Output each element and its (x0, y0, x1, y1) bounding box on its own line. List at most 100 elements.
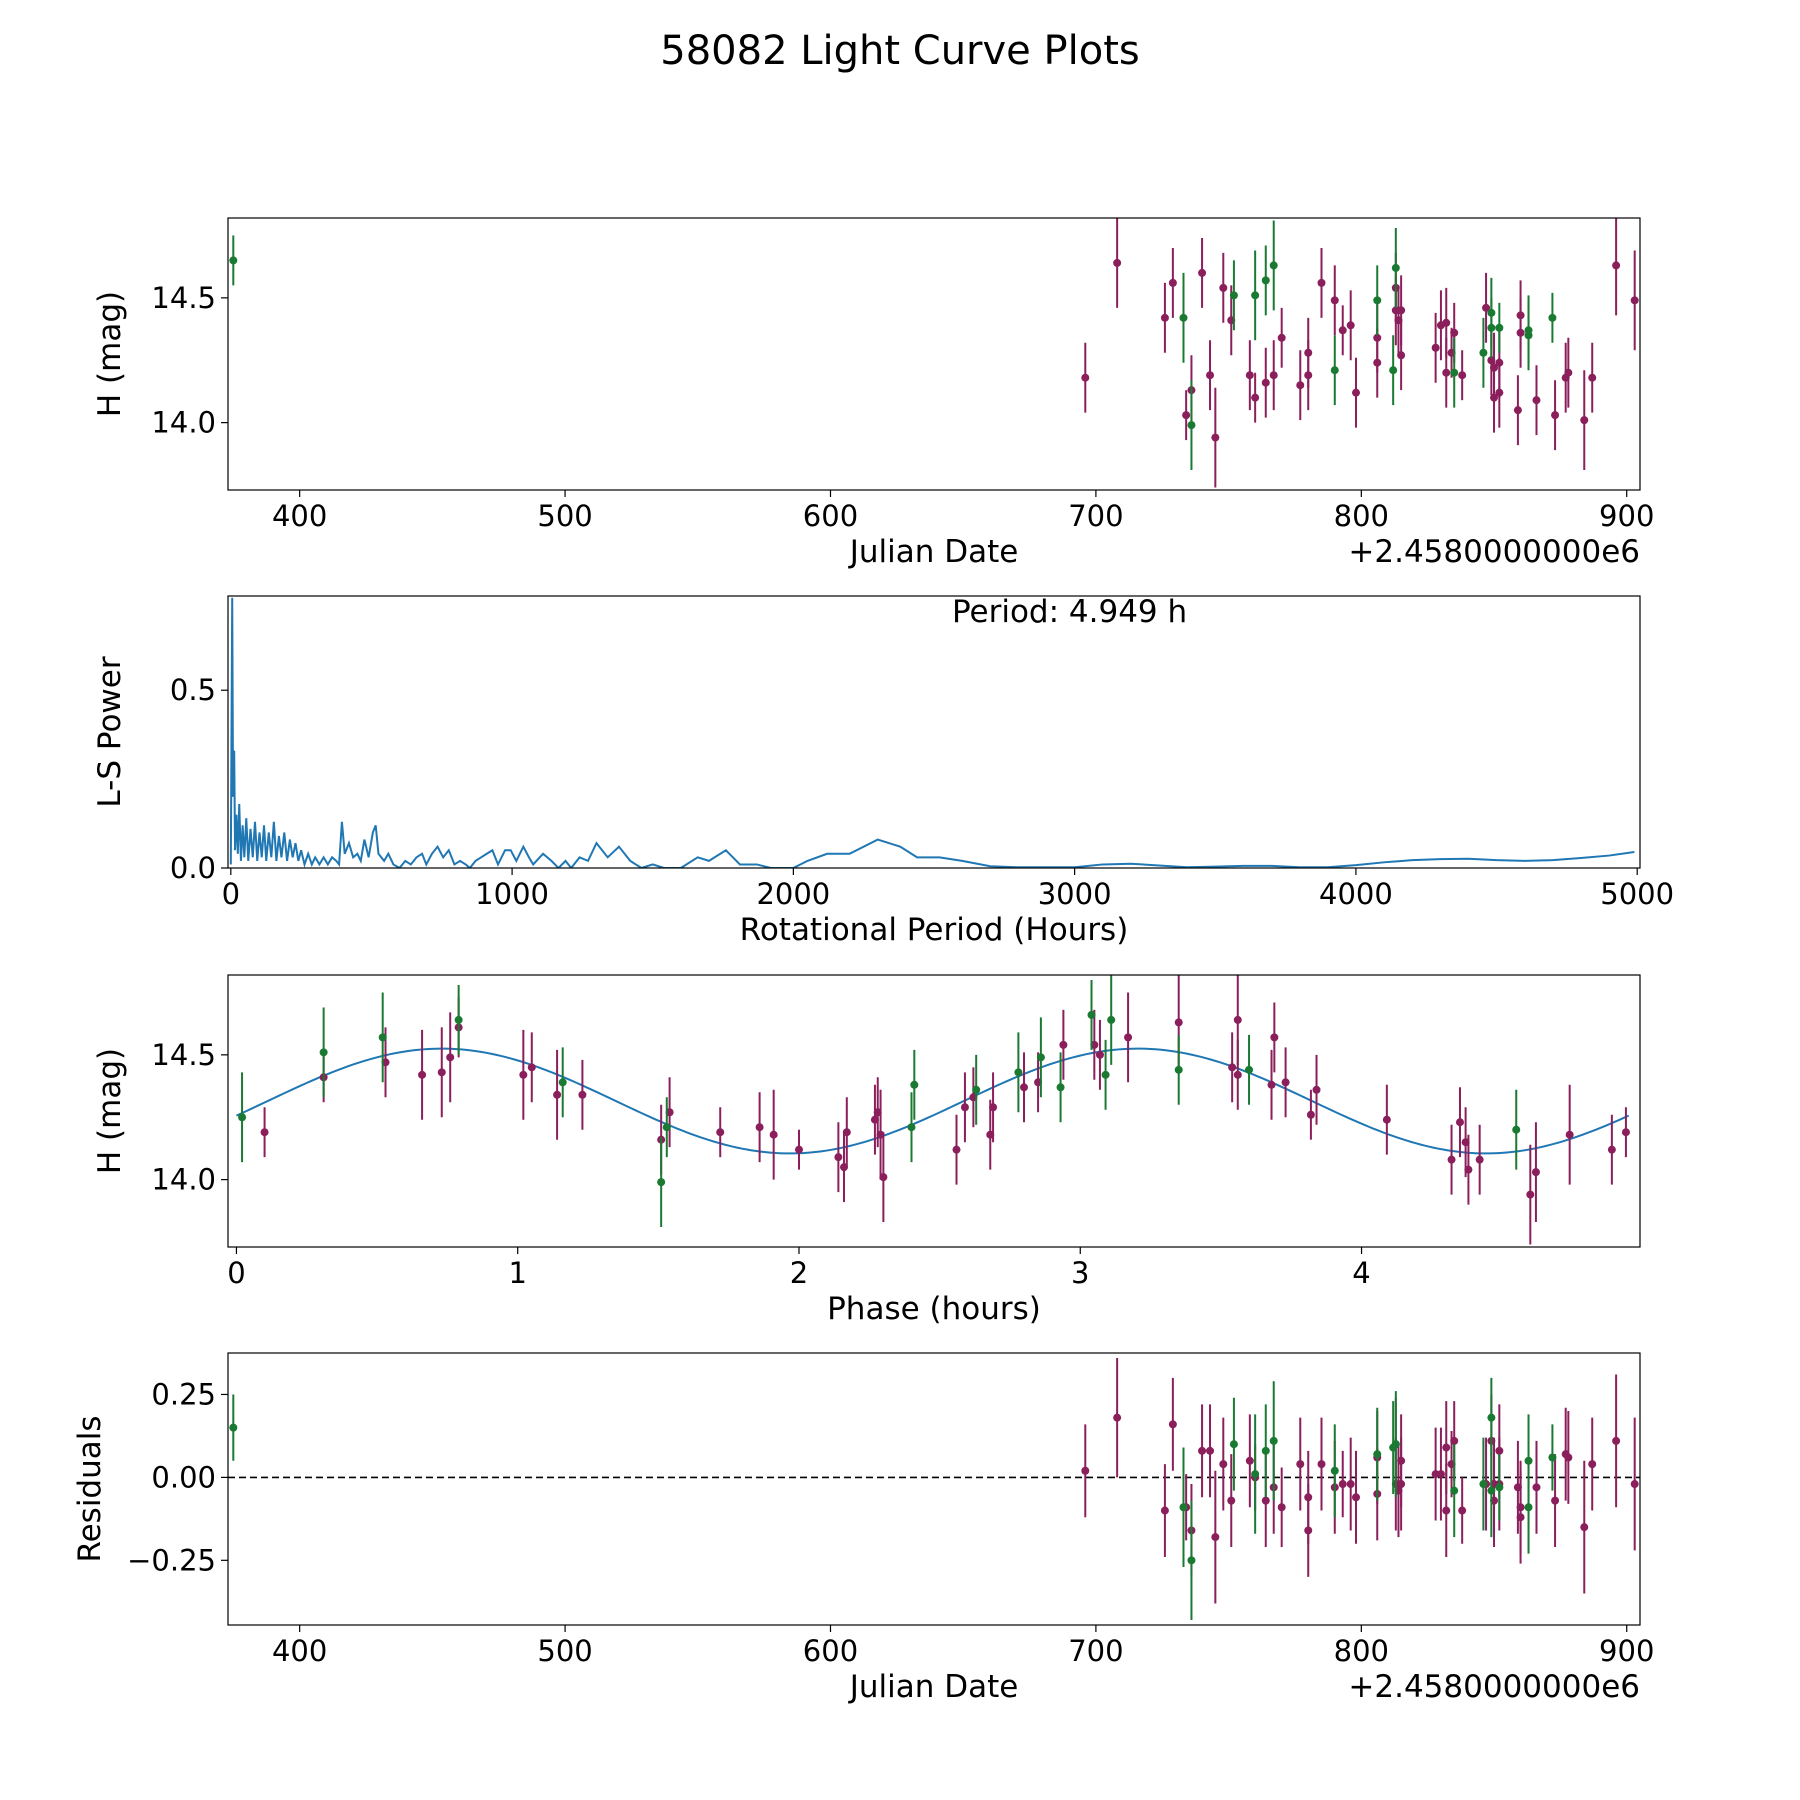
lightcurve-point-green (1450, 368, 1459, 377)
lightcurve-point-purple (1495, 358, 1504, 367)
periodogram-ytick-label: 0.0 (170, 851, 216, 885)
phasefold-point-purple (1306, 1110, 1315, 1119)
residuals-xtick-label: 400 (272, 1634, 327, 1668)
lightcurve-point-green (1389, 366, 1398, 375)
periodogram-xtick-label: 3000 (1038, 877, 1112, 911)
phasefold-point-purple (527, 1063, 536, 1072)
periodogram-axes-frame (227, 595, 1641, 869)
lightcurve-point-green (1479, 348, 1488, 357)
phasefold-point-purple (1124, 1033, 1133, 1042)
residuals-point-green (1269, 1436, 1278, 1445)
residuals-xtick-label: 600 (803, 1634, 858, 1668)
lightcurve-point-green (1261, 276, 1270, 285)
residuals-offset-label: +2.4580000000e6 (1348, 1669, 1640, 1705)
phasefold-point-purple (578, 1090, 587, 1099)
lightcurve-point-purple (1330, 296, 1339, 305)
residuals-xtick-label: 800 (1334, 1634, 1389, 1668)
lightcurve-xlabel: Julian Date (848, 534, 1019, 570)
residuals-point-purple (1551, 1496, 1560, 1505)
phasefold-point-green (910, 1080, 919, 1089)
phasefold-point-purple (1228, 1063, 1237, 1072)
lightcurve-point-purple (1182, 411, 1191, 420)
lightcurve-point-purple (1251, 393, 1260, 402)
lightcurve-point-green (1495, 323, 1504, 332)
lightcurve-point-purple (1442, 318, 1451, 327)
lightcurve-point-purple (1277, 333, 1286, 342)
lightcurve-point-green (1330, 366, 1339, 375)
phasefold-point-purple (260, 1128, 269, 1137)
phasefold-point-green (1014, 1068, 1023, 1077)
lightcurve-point-purple (1450, 328, 1459, 337)
residuals-point-purple (1198, 1446, 1207, 1455)
periodogram-xtick-label: 5000 (1600, 877, 1674, 911)
phasefold-point-purple (1382, 1115, 1391, 1124)
residuals-point-purple (1458, 1506, 1467, 1515)
lightcurve-axes-frame (227, 217, 1641, 491)
lightcurve-point-purple (1564, 368, 1573, 377)
periodogram-ylabel: L-S Power (92, 656, 128, 807)
phasefold-point-purple (716, 1128, 725, 1137)
residuals-point-purple (1630, 1480, 1639, 1489)
phasefold-point-purple (769, 1130, 778, 1139)
lightcurve-point-purple (1269, 371, 1278, 380)
lightcurve-point-purple (1219, 283, 1228, 292)
lightcurve-point-purple (1198, 268, 1207, 277)
residuals-ylabel: Residuals (72, 1415, 108, 1562)
residuals-xtick-label: 700 (1068, 1634, 1123, 1668)
phasefold-point-green (662, 1123, 671, 1132)
lightcurve-point-purple (1160, 313, 1169, 322)
residuals-point-purple (1588, 1460, 1597, 1469)
residuals-point-green (1487, 1486, 1496, 1495)
lightcurve-point-purple (1261, 378, 1270, 387)
phasefold-point-purple (553, 1090, 562, 1099)
phasefold-xtick-label: 0 (227, 1256, 245, 1290)
phasefold-point-green (1512, 1125, 1521, 1134)
phasefold-point-purple (418, 1070, 427, 1079)
lightcurve-xtick-label: 900 (1599, 499, 1654, 533)
residuals-point-green (1479, 1480, 1488, 1489)
lightcurve-point-purple (1397, 306, 1406, 315)
lightcurve-point-green (1548, 313, 1557, 322)
periodogram-panel: 0 1000 2000 3000 4000 5000 0.0 0.5 Rotational Pe… (92, 594, 1674, 948)
periodogram-xtick-label: 4000 (1319, 877, 1393, 911)
residuals-ytick-label: 0.25 (151, 1377, 216, 1411)
lightcurve-ytick-label: 14.5 (151, 281, 216, 315)
phasefold-point-green (1036, 1053, 1045, 1062)
residuals-point-purple (1113, 1413, 1122, 1422)
lightcurve-panel: 400 500 600 700 800 900 14.0 14.5 Julian Date H (… (92, 217, 1654, 570)
phasefold-point-purple (1233, 1015, 1242, 1024)
phasefold-point-purple (755, 1123, 764, 1132)
lightcurve-point-purple (1296, 381, 1305, 390)
phasefold-point-purple (446, 1053, 455, 1062)
residuals-point-green (1330, 1466, 1339, 1475)
lightcurve-xtick-label: 500 (537, 499, 592, 533)
phasefold-point-purple (1233, 1070, 1242, 1079)
residuals-point-purple (1081, 1466, 1090, 1475)
residuals-point-purple (1261, 1496, 1270, 1505)
lightcurve-point-purple (1516, 311, 1525, 320)
phasefold-ylabel: H (mag) (92, 1048, 128, 1174)
phasefold-axes-frame (227, 974, 1641, 1248)
phasefold-point-green (378, 1033, 387, 1042)
lightcurve-point-purple (1338, 326, 1347, 335)
phasefold-point-green (972, 1085, 981, 1094)
residuals-point-purple (1612, 1436, 1621, 1445)
residuals-point-purple (1245, 1456, 1254, 1465)
phasefold-point-green (1174, 1065, 1183, 1074)
phasefold-point-purple (960, 1103, 969, 1112)
residuals-point-purple (1450, 1436, 1459, 1445)
phasefold-point-purple (952, 1145, 961, 1154)
residuals-xlabel: Julian Date (848, 1669, 1019, 1705)
lightcurve-point-green (1179, 313, 1188, 322)
residuals-point-purple (1338, 1480, 1347, 1489)
residuals-point-green (1391, 1440, 1400, 1449)
residuals-point-purple (1206, 1446, 1215, 1455)
lightcurve-point-purple (1373, 333, 1382, 342)
phasefold-point-purple (1267, 1080, 1276, 1089)
phasefold-point-green (1087, 1010, 1096, 1019)
lightcurve-ylabel: H (mag) (92, 291, 128, 417)
lightcurve-point-purple (1580, 416, 1589, 425)
phasefold-point-purple (1565, 1130, 1574, 1139)
lightcurve-point-green (229, 256, 238, 265)
